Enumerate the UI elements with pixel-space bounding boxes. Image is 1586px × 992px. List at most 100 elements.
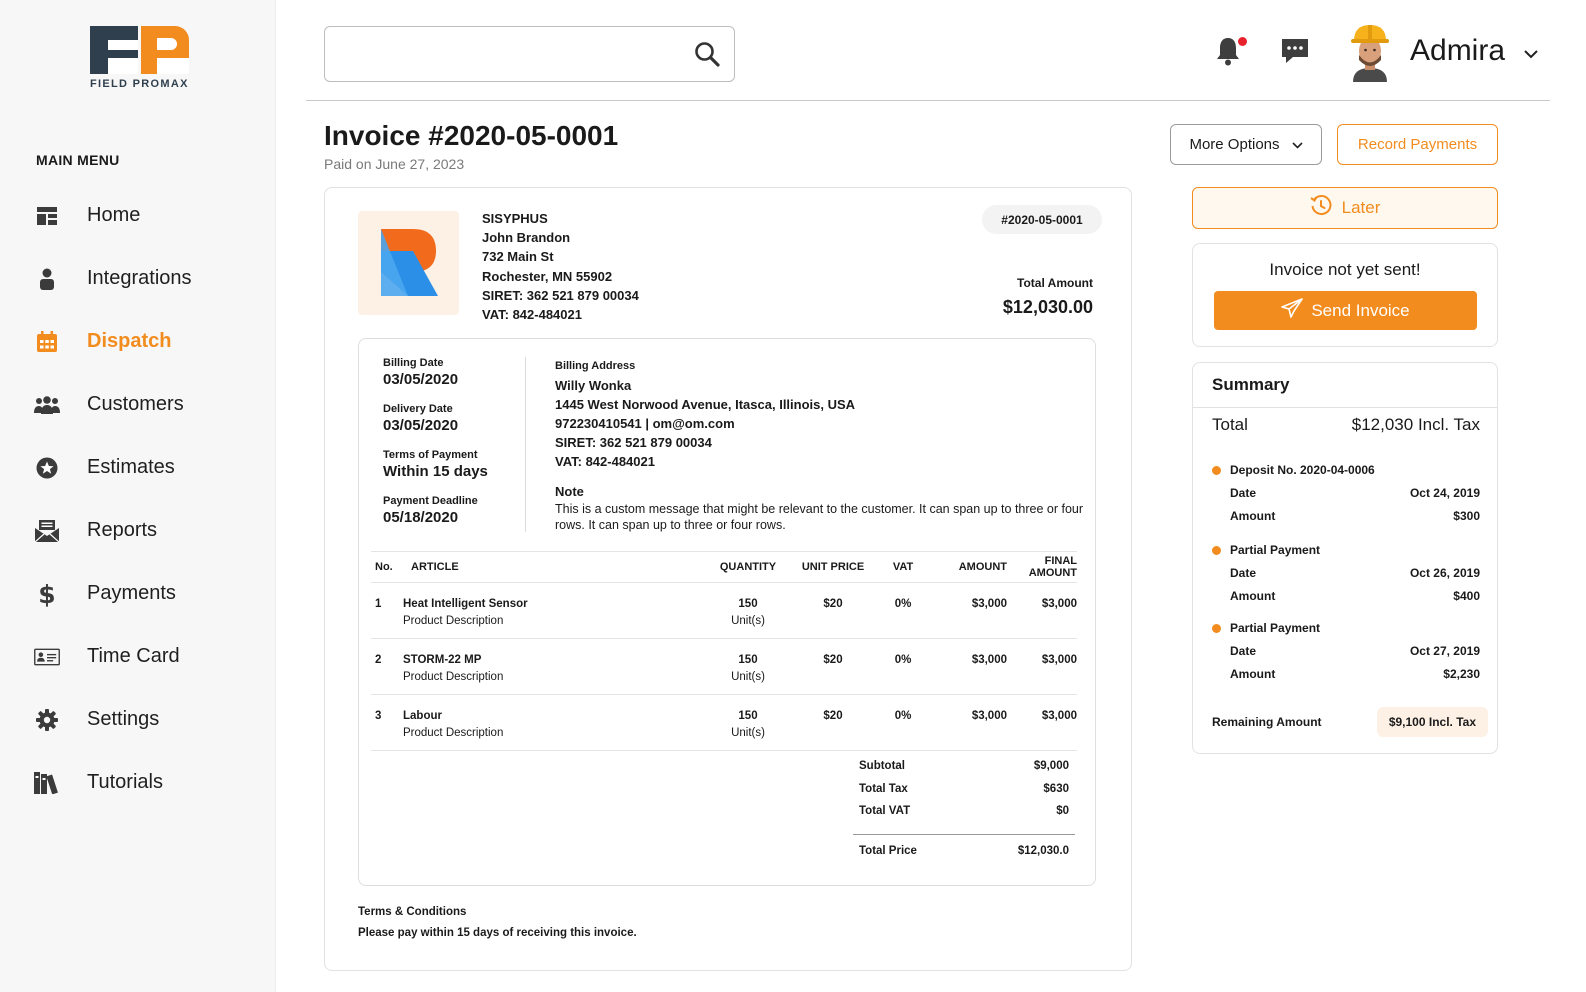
company-line: VAT: 842-484021 xyxy=(482,307,582,323)
envelope-icon xyxy=(34,518,60,544)
summary-total-label: Total xyxy=(1212,415,1248,434)
status-dot xyxy=(1212,465,1221,475)
item-name: Heat Intelligent Sensor xyxy=(403,598,528,610)
note-label: Note xyxy=(555,484,584,499)
svg-text:$: $ xyxy=(38,581,55,607)
later-button[interactable]: Later xyxy=(1192,187,1498,229)
column-header: AMOUNT xyxy=(958,561,1007,573)
sidebar-item-home[interactable]: Home xyxy=(0,184,276,247)
item-unit: Unit(s) xyxy=(731,615,765,627)
sidebar-item-integrations[interactable]: Integrations xyxy=(0,247,276,310)
item-name: STORM-22 MP xyxy=(403,654,482,666)
total-amount-value: $12,030.00 xyxy=(1002,297,1093,317)
item-article: STORM-22 MP Product Description xyxy=(403,654,703,694)
record-payments-button[interactable]: Record Payments xyxy=(1337,124,1498,165)
company-line: SIRET: 362 521 879 00034 xyxy=(482,287,639,303)
totals-value: $9,000 xyxy=(1033,760,1069,772)
billing-line: 1445 West Norwood Avenue, Itasca, Illino… xyxy=(555,397,856,412)
bell-icon[interactable] xyxy=(1216,36,1240,71)
search-input[interactable] xyxy=(325,27,665,81)
billing-line: Willy Wonka xyxy=(555,378,632,393)
item-no: 2 xyxy=(375,654,382,666)
payment-date: Oct 24, 2019 xyxy=(1409,486,1480,500)
remaining-badge: $9,100 Incl. Tax xyxy=(1376,707,1488,737)
note-text: This is a custom message that might be r… xyxy=(555,502,1084,532)
payment-amount-label: Amount xyxy=(1230,667,1276,681)
billing-address-label: Billing Address xyxy=(555,360,636,372)
paid-date: Paid on June 27, 2023 xyxy=(324,156,465,172)
invoice-totals: Subtotal $9,000 Total Tax $630 Total VAT $0… xyxy=(853,760,1075,867)
send-invoice-button[interactable]: Send Invoice xyxy=(1214,291,1477,330)
item-article: Labour Product Description xyxy=(403,710,703,750)
payment-date-label: Date xyxy=(1230,486,1257,500)
remaining-amount: Remaining Amount $9,100 Incl. Tax xyxy=(1212,707,1488,737)
paper-plane-icon xyxy=(1281,298,1304,323)
total-amount-label: Total Amount xyxy=(1017,276,1093,290)
dollar-icon: $ xyxy=(34,581,60,607)
search-box xyxy=(324,26,735,82)
company-line: Rochester, MN 55902 xyxy=(482,268,613,284)
sidebar-item-payments[interactable]: $ Payments xyxy=(0,562,276,625)
sidebar-item-customers[interactable]: Customers xyxy=(0,373,276,436)
chat-icon[interactable] xyxy=(1281,38,1309,69)
sidebar-item-label: Integrations xyxy=(87,267,192,289)
logo-mark xyxy=(90,26,190,74)
item-description: Product Description xyxy=(403,727,504,739)
star-icon xyxy=(34,455,60,481)
payment-date: Oct 27, 2019 xyxy=(1409,644,1480,658)
gear-icon xyxy=(34,707,60,733)
brand-logo[interactable]: FIELD PROMAX xyxy=(90,26,190,90)
person-icon xyxy=(34,266,60,292)
send-invoice-card: Invoice not yet sent! Send Invoice xyxy=(1192,243,1498,347)
item-unit-price: $20 xyxy=(823,654,843,666)
summary-total: Total $12,030 Incl. Tax xyxy=(1212,415,1480,435)
column-header: FINAL AMOUNT xyxy=(1028,555,1077,579)
more-options-label: More Options xyxy=(1189,136,1280,153)
users-icon xyxy=(34,392,60,418)
billing-address: Billing Address Willy Wonka 1445 West No… xyxy=(555,357,1085,533)
totals-value: $630 xyxy=(1043,782,1069,795)
item-quantity: 150 Unit(s) xyxy=(703,654,793,694)
header-divider xyxy=(306,100,1550,101)
total-price-label: Total Price xyxy=(859,844,917,857)
meta-value: Within 15 days xyxy=(383,463,488,480)
table-row: 1 Heat Intelligent Sensor Product Descrip… xyxy=(371,583,1077,639)
totals-label: Total VAT xyxy=(859,805,911,817)
more-options-button[interactable]: More Options xyxy=(1170,124,1322,165)
sidebar-item-estimates[interactable]: Estimates xyxy=(0,436,276,499)
company-line: John Brandon xyxy=(482,230,571,246)
chevron-down-icon[interactable] xyxy=(1524,46,1538,64)
item-vat: 0% xyxy=(894,710,912,722)
item-qty: 150 xyxy=(738,598,758,610)
terms-and-conditions: Terms & Conditions Please pay within 15 … xyxy=(358,902,637,944)
invoice-number-badge: #2020-05-0001 xyxy=(982,205,1102,234)
books-icon xyxy=(34,770,60,796)
sidebar-item-label: Reports xyxy=(87,519,158,541)
search-icon[interactable] xyxy=(694,41,720,72)
terms-text: Please pay within 15 days of receiving t… xyxy=(358,927,637,939)
sidebar-item-tutorials[interactable]: Tutorials xyxy=(0,751,276,814)
status-dot xyxy=(1212,545,1221,555)
item-qty: 150 xyxy=(738,654,758,666)
column-header: QUANTITY xyxy=(719,561,777,573)
invoice-meta: Billing Date 03/05/2020 Delivery Date 03… xyxy=(383,357,488,541)
table-header: No. ARTICLE QUANTITY UNIT PRICE VAT AMOU… xyxy=(371,551,1077,583)
sidebar-item-time-card[interactable]: Time Card xyxy=(0,625,276,688)
logo-letter-p xyxy=(141,26,189,74)
divider xyxy=(525,357,526,532)
summary-title: Summary xyxy=(1193,363,1497,408)
sidebar-nav: Home Integrations Dispatch Customers Est… xyxy=(0,184,276,814)
user-name[interactable]: Admira xyxy=(1410,34,1506,67)
totals-label: Subtotal xyxy=(859,760,905,772)
sidebar-item-settings[interactable]: Settings xyxy=(0,688,276,751)
payment-entry: Partial Payment Date Oct 26, 2019 Amount $… xyxy=(1212,543,1480,603)
terms-title: Terms & Conditions xyxy=(358,906,467,918)
billing-line: VAT: 842-484021 xyxy=(555,454,655,469)
clock-icon xyxy=(1310,194,1332,222)
sidebar-item-dispatch[interactable]: Dispatch xyxy=(0,310,276,373)
item-quantity: 150 Unit(s) xyxy=(703,710,793,750)
avatar[interactable] xyxy=(1349,22,1391,82)
chevron-down-icon xyxy=(1291,136,1303,153)
sidebar-item-reports[interactable]: Reports xyxy=(0,499,276,562)
item-article: Heat Intelligent Sensor Product Descripti… xyxy=(403,598,703,638)
